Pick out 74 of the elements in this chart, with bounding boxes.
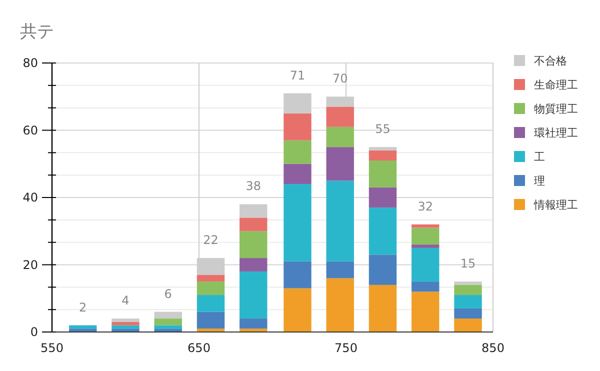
x-tick-label: 850 bbox=[482, 341, 504, 355]
bar bbox=[154, 312, 182, 319]
bar bbox=[284, 140, 312, 164]
bar bbox=[284, 288, 312, 332]
total-label: 71 bbox=[290, 68, 306, 82]
bar bbox=[412, 292, 440, 332]
bar bbox=[454, 295, 482, 308]
total-label: 6 bbox=[164, 286, 172, 301]
bar bbox=[454, 308, 482, 319]
bar bbox=[112, 322, 140, 326]
bar bbox=[154, 318, 182, 326]
bar bbox=[240, 271, 268, 319]
chart-title: 共テ bbox=[20, 22, 54, 42]
bar bbox=[326, 261, 354, 278]
legend-label: 工 bbox=[534, 150, 545, 164]
bar bbox=[412, 248, 440, 282]
y-tick-label: 20 bbox=[22, 258, 38, 272]
bar bbox=[284, 261, 312, 288]
y-tick-label: 80 bbox=[22, 56, 38, 70]
bar bbox=[196, 312, 225, 329]
total-label: 4 bbox=[122, 294, 130, 308]
bar bbox=[326, 126, 354, 148]
bar bbox=[412, 224, 440, 228]
bar bbox=[240, 231, 268, 258]
bar bbox=[284, 184, 312, 262]
bar bbox=[196, 282, 225, 296]
bar bbox=[240, 204, 268, 218]
bar bbox=[240, 218, 268, 232]
bar bbox=[326, 106, 354, 127]
legend-label: 環社理工 bbox=[534, 126, 578, 140]
bar bbox=[240, 318, 268, 329]
bar bbox=[196, 274, 225, 282]
bar bbox=[112, 328, 140, 332]
legend-label: 不合格 bbox=[534, 54, 567, 68]
bar bbox=[368, 284, 397, 332]
bar bbox=[454, 284, 482, 296]
bar bbox=[326, 278, 354, 332]
bar bbox=[284, 164, 312, 184]
bar bbox=[368, 208, 397, 255]
bar bbox=[112, 325, 140, 329]
y-tick-label: 0 bbox=[30, 325, 38, 340]
total-label: 70 bbox=[332, 72, 348, 86]
legend-label: 物質理工 bbox=[534, 102, 578, 116]
y-tick-label: 40 bbox=[22, 190, 38, 205]
bar bbox=[326, 180, 354, 262]
bar bbox=[368, 160, 397, 188]
bar bbox=[196, 295, 225, 312]
legend-label: 生命理工 bbox=[534, 78, 578, 92]
bar bbox=[368, 150, 397, 161]
bar bbox=[368, 147, 397, 150]
bar bbox=[368, 254, 397, 285]
legend-label: 情報理工 bbox=[533, 198, 578, 212]
total-label: 32 bbox=[418, 199, 434, 214]
x-tick-label: 750 bbox=[334, 341, 358, 355]
total-label: 22 bbox=[203, 233, 218, 248]
bar bbox=[240, 258, 268, 272]
bar bbox=[412, 244, 440, 248]
bar bbox=[368, 187, 397, 208]
total-label: 2 bbox=[79, 300, 87, 314]
total-label: 38 bbox=[246, 179, 262, 194]
bar bbox=[454, 282, 482, 285]
legend-label: 理 bbox=[534, 174, 545, 188]
x-tick-label: 550 bbox=[40, 341, 64, 355]
total-label: 15 bbox=[460, 256, 476, 271]
bar bbox=[454, 318, 482, 332]
bar bbox=[284, 93, 312, 114]
bar bbox=[412, 228, 440, 245]
x-tick-label: 650 bbox=[188, 341, 210, 355]
bar bbox=[326, 147, 354, 181]
bar bbox=[412, 282, 440, 292]
bar bbox=[112, 318, 140, 322]
total-label: 55 bbox=[375, 122, 390, 136]
y-tick-label: 60 bbox=[22, 123, 38, 138]
bar bbox=[284, 113, 312, 140]
